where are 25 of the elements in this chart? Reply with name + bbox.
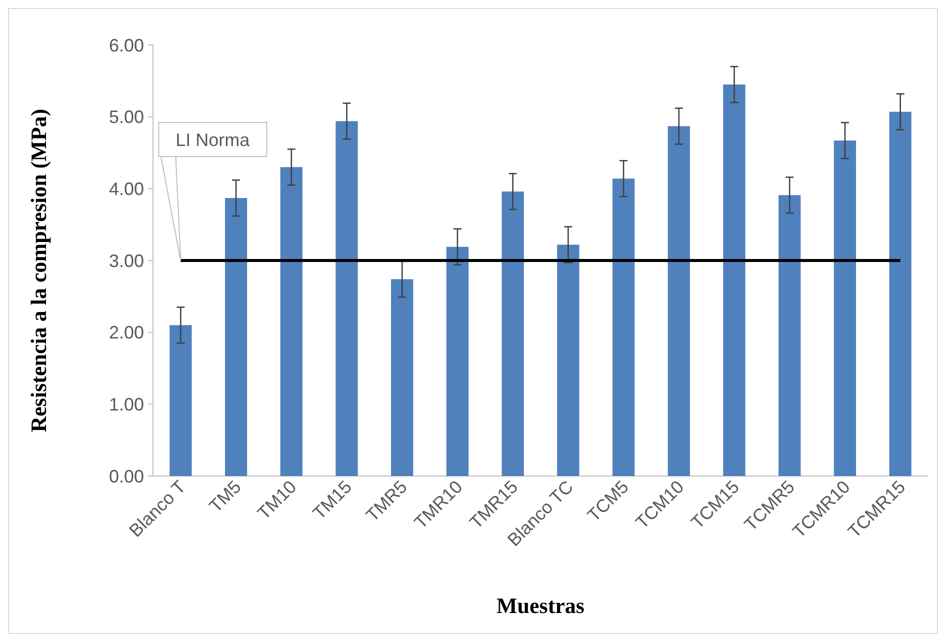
y-tick-label: 4.00 [108,178,144,199]
bar [668,126,690,476]
bar [391,279,414,476]
bar [778,195,801,476]
bar [557,244,580,476]
bar [224,198,248,476]
y-tick-label: 1.00 [108,394,144,414]
bar [889,112,912,476]
x-axis-title: Muestras [496,593,585,618]
bar [834,140,856,476]
bar [170,325,192,476]
bar [723,84,746,476]
bar [280,167,302,476]
y-axis-title: Resistencia a la compresion (MPa) [26,108,51,432]
y-tick-label: 2.00 [108,322,144,343]
ref-line-label: LI Norma [176,130,251,150]
bar [502,192,524,476]
bar [446,246,469,476]
bar [336,121,358,476]
y-tick-label: 5.00 [108,107,144,128]
y-tick-label: 0.00 [108,466,144,486]
bar [612,178,635,476]
y-tick-label: 6.00 [108,35,144,56]
x-tick-label: TM5 [205,476,245,516]
y-tick-label: 3.00 [108,250,144,271]
